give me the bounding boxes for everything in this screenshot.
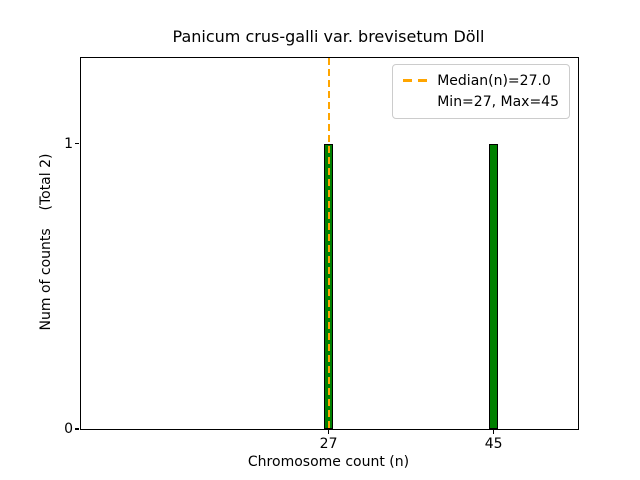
y-tick-label: 1 — [64, 135, 73, 152]
x-tick-mark — [327, 430, 330, 434]
y-tick-label: 0 — [64, 421, 73, 437]
bar — [489, 143, 499, 429]
plot-area: Median(n)=27.0 Min=27, Max=45 27 45 0 1 — [64, 57, 579, 452]
median-line — [327, 58, 330, 429]
legend-label: Median(n)=27.0 — [437, 72, 551, 89]
y-tick-mark — [75, 142, 79, 145]
x-axis-label: Chromosome count (n) — [247, 454, 410, 470]
legend: Median(n)=27.0 Min=27, Max=45 — [392, 64, 570, 119]
legend-label: Min=27, Max=45 — [437, 93, 559, 110]
legend-entry: Median(n)=27.0 — [403, 70, 559, 91]
x-tick-label: 45 — [484, 436, 503, 452]
legend-marker-spacer — [403, 100, 427, 103]
dashed-line-icon — [403, 79, 428, 82]
y-axis-label: Num of counts (Total 2) — [38, 153, 54, 331]
y-tick-mark — [75, 428, 79, 430]
legend-entry: Min=27, Max=45 — [403, 91, 559, 112]
x-tick-mark — [492, 430, 495, 434]
chart-title: Panicum crus-galli var. brevisetum Döll — [172, 27, 485, 46]
x-tick-label: 27 — [319, 436, 338, 452]
